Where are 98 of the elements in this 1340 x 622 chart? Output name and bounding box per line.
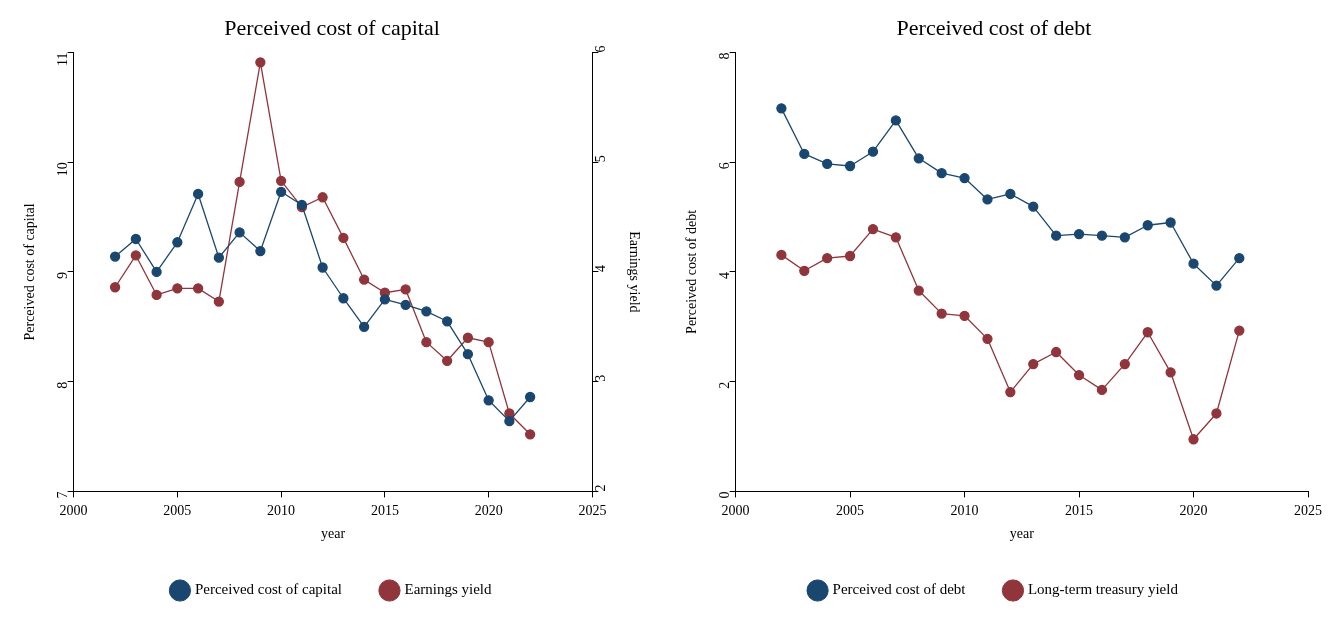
y-axis-title: Perceived cost of capital xyxy=(22,203,38,341)
legend-label: Perceived cost of capital xyxy=(194,581,342,598)
x-tick-label: 2025 xyxy=(578,503,607,519)
legend-label: Perceived cost of debt xyxy=(832,581,967,598)
point xyxy=(982,333,993,344)
y2-tick-label: 5 xyxy=(593,155,609,163)
point xyxy=(1073,228,1085,240)
point xyxy=(890,115,902,126)
point xyxy=(936,308,947,319)
y-tick-label: 4 xyxy=(717,271,733,279)
x-tick-label: 2005 xyxy=(836,503,865,519)
point xyxy=(1165,217,1176,228)
y-tick-label: 6 xyxy=(717,162,733,170)
point xyxy=(799,265,810,276)
point xyxy=(151,289,162,301)
x-tick-label: 2010 xyxy=(267,503,296,519)
point xyxy=(483,336,494,348)
point xyxy=(1234,253,1245,264)
point xyxy=(1028,358,1039,370)
x-tick-label: 2020 xyxy=(474,503,503,519)
point xyxy=(1188,258,1199,269)
x-tick-label: 2000 xyxy=(721,503,750,519)
point xyxy=(1188,434,1199,445)
chart-title: Perceived cost of capital xyxy=(224,14,440,40)
point xyxy=(1028,201,1039,212)
y-tick-label: 2 xyxy=(717,381,733,389)
chart-title: Perceived cost of debt xyxy=(896,14,1092,40)
point xyxy=(913,285,924,296)
point xyxy=(844,160,856,172)
y-tick-label: 11 xyxy=(55,52,71,66)
point xyxy=(1096,384,1108,396)
point xyxy=(799,148,810,160)
point xyxy=(400,284,411,295)
x-tick-label: 2020 xyxy=(1179,503,1208,519)
point xyxy=(109,282,121,293)
point xyxy=(1142,327,1153,338)
x-tick-label: 2005 xyxy=(163,503,192,519)
x-axis-title: year xyxy=(320,526,346,542)
point xyxy=(1142,220,1153,231)
point xyxy=(172,283,183,294)
point xyxy=(421,336,432,348)
point xyxy=(890,232,902,243)
y2-tick-label: 2 xyxy=(593,484,609,492)
x-axis-title: year xyxy=(1009,526,1035,542)
point xyxy=(213,296,225,307)
point xyxy=(317,192,328,203)
point xyxy=(913,153,924,164)
point xyxy=(1119,232,1130,243)
point xyxy=(982,194,993,205)
x-tick-label: 2010 xyxy=(950,503,979,519)
x-tick-label: 2015 xyxy=(370,503,399,519)
x-tick-label: 2000 xyxy=(59,503,88,519)
point xyxy=(776,103,787,114)
point xyxy=(959,172,970,184)
point xyxy=(234,176,245,188)
point xyxy=(358,274,370,285)
y-axis-title: Perceived cost of debt xyxy=(684,209,700,334)
point xyxy=(524,429,536,440)
point xyxy=(1211,408,1222,419)
point xyxy=(1211,280,1222,291)
point xyxy=(1050,346,1062,358)
y2-tick-label: 4 xyxy=(593,264,609,272)
y-tick-label: 8 xyxy=(717,52,733,60)
point xyxy=(1073,369,1085,381)
point xyxy=(822,253,833,264)
point xyxy=(275,175,287,186)
point xyxy=(338,232,349,244)
point xyxy=(441,355,453,366)
y-tick-label: 10 xyxy=(55,162,71,177)
point xyxy=(192,283,204,294)
point xyxy=(130,250,142,261)
point xyxy=(1005,188,1016,200)
y-tick-label: 9 xyxy=(55,271,71,279)
point xyxy=(1096,230,1108,241)
point xyxy=(1234,325,1245,336)
point xyxy=(867,223,879,235)
point xyxy=(844,250,856,262)
point xyxy=(776,249,787,261)
point xyxy=(1050,230,1062,241)
x-tick-label: 2015 xyxy=(1065,503,1094,519)
x-tick-label: 2025 xyxy=(1294,503,1322,519)
legend-label: Long-term treasury yield xyxy=(1027,581,1179,598)
y2-axis-title: Earnings yield xyxy=(626,231,642,313)
y-tick-label: 8 xyxy=(55,381,71,389)
point xyxy=(1165,367,1176,378)
point xyxy=(822,158,833,169)
point xyxy=(936,167,947,179)
point xyxy=(255,57,266,68)
y-tick-label: 0 xyxy=(717,491,733,499)
y-tick-label: 7 xyxy=(55,491,71,499)
point xyxy=(462,332,474,343)
point xyxy=(867,146,879,157)
legend-label: Earnings yield xyxy=(404,581,493,598)
y2-tick-label: 6 xyxy=(593,45,609,53)
point xyxy=(959,310,970,321)
point xyxy=(1119,358,1130,370)
y2-tick-label: 3 xyxy=(593,374,609,382)
point xyxy=(1005,386,1016,398)
